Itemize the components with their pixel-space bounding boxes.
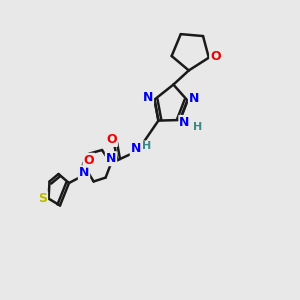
Text: O: O (83, 154, 94, 167)
Text: S: S (38, 192, 47, 205)
Text: N: N (131, 142, 141, 155)
Text: N: N (179, 116, 190, 129)
Text: N: N (189, 92, 199, 105)
Text: O: O (210, 50, 221, 63)
Text: H: H (142, 141, 151, 152)
Text: H: H (193, 122, 202, 132)
Text: N: N (143, 91, 153, 104)
Text: N: N (106, 152, 116, 165)
Text: N: N (79, 166, 89, 179)
Text: O: O (106, 133, 117, 146)
